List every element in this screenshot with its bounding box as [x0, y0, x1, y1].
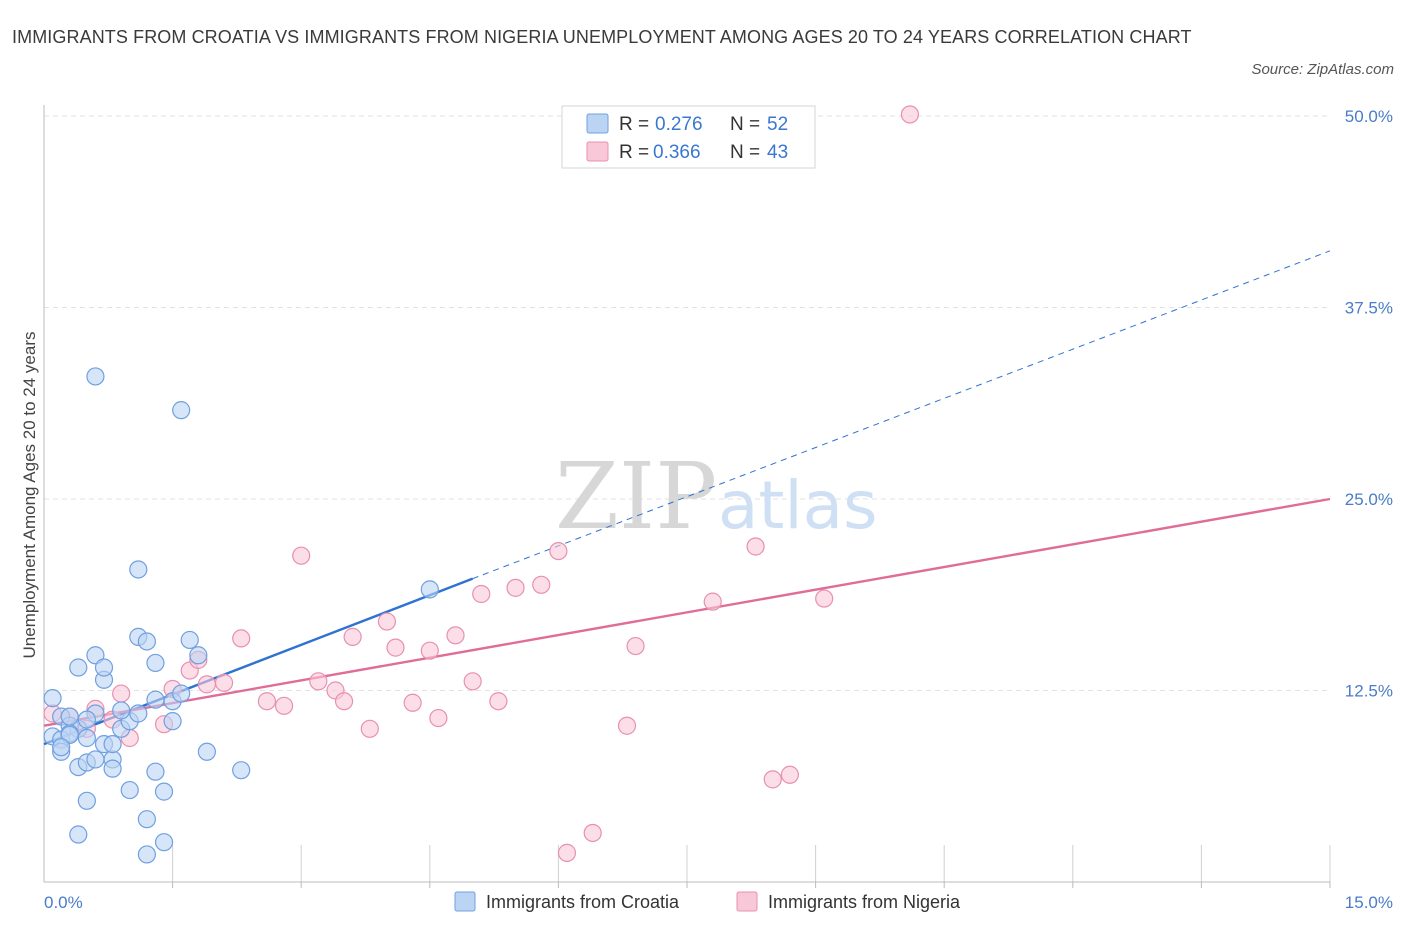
- y-tick-label-2: 37.5%: [1345, 299, 1393, 318]
- point-series-0-21: [94, 658, 114, 677]
- point-series-1-24: [403, 693, 422, 712]
- point-series-1-41: [780, 765, 799, 784]
- point-series-0-50: [146, 690, 165, 709]
- legend-r-value-nigeria: 0.366: [653, 142, 701, 163]
- point-series-0-25: [154, 782, 174, 801]
- point-series-1-42: [815, 589, 834, 608]
- watermark-zip: ZIP: [555, 443, 717, 550]
- point-series-1-17: [309, 672, 328, 691]
- point-series-0-34: [137, 632, 156, 651]
- correlation-legend: R = 0.276 N = 52 R = 0.366 N = 43: [561, 105, 816, 169]
- point-series-0-38: [172, 684, 191, 703]
- point-series-1-14: [257, 692, 277, 711]
- point-series-0-23: [146, 762, 165, 781]
- legend-n-value-nigeria: 43: [767, 142, 788, 163]
- point-series-1-12: [214, 673, 234, 692]
- point-series-1-5: [112, 684, 131, 703]
- point-series-1-39: [746, 537, 765, 556]
- point-series-1-16: [292, 546, 311, 565]
- point-series-0-28: [69, 825, 88, 844]
- chart-title: IMMIGRANTS FROM CROATIA VS IMMIGRANTS FR…: [12, 27, 1192, 47]
- point-series-1-19: [334, 692, 354, 711]
- series-legend: Immigrants from Croatia Immigrants from …: [454, 891, 961, 912]
- point-series-0-44: [420, 580, 439, 599]
- point-series-1-37: [626, 636, 645, 656]
- point-series-1-43: [900, 105, 920, 124]
- y-tick-label-3: 50.0%: [1345, 107, 1393, 126]
- point-series-1-27: [446, 626, 465, 645]
- legend-swatch-nigeria: [586, 141, 609, 162]
- point-series-1-23: [386, 638, 405, 657]
- point-series-0-36: [163, 712, 182, 731]
- y-axis-title: Unemployment Among Ages 20 to 24 years: [20, 332, 39, 659]
- point-series-1-22: [377, 612, 397, 631]
- point-series-0-48: [60, 707, 79, 726]
- point-series-0-13: [86, 750, 105, 769]
- point-series-0-47: [77, 710, 96, 729]
- legend-n-value-croatia: 52: [767, 114, 788, 135]
- point-series-0-40: [197, 742, 216, 761]
- point-series-1-40: [763, 770, 782, 789]
- point-series-0-42: [172, 401, 191, 420]
- data-points: [43, 105, 920, 864]
- legend-n-label-nigeria: N =: [730, 142, 760, 163]
- point-series-0-43: [232, 761, 251, 780]
- point-series-0-22: [129, 704, 148, 723]
- series-legend-label-nigeria: Immigrants from Nigeria: [768, 892, 961, 912]
- x-tick-label-max: 15.0%: [1345, 893, 1393, 912]
- legend-r-label-croatia: R =: [619, 114, 649, 135]
- point-series-1-35: [583, 823, 602, 843]
- x-axis-ticks: [172, 882, 1331, 888]
- trend-extension-series-0: [472, 250, 1331, 580]
- legend-r-label-nigeria: R =: [619, 142, 649, 163]
- point-series-0-7: [77, 728, 96, 748]
- point-series-1-31: [506, 578, 525, 597]
- point-series-1-25: [420, 641, 439, 660]
- x-tick-label-min: 0.0%: [44, 893, 83, 912]
- point-series-0-51: [112, 701, 131, 720]
- point-series-0-31: [129, 560, 148, 579]
- source-label: Source: ZipAtlas.com: [1251, 61, 1394, 78]
- legend-r-value-croatia: 0.276: [655, 114, 703, 135]
- point-series-1-26: [429, 708, 448, 728]
- series-legend-swatch-nigeria: [736, 891, 758, 912]
- legend-swatch-croatia: [586, 113, 609, 134]
- point-series-0-0: [43, 689, 62, 708]
- point-series-1-33: [549, 541, 568, 561]
- point-series-0-29: [154, 833, 174, 852]
- y-tick-labels: 12.5% 25.0% 37.5% 50.0%: [1345, 107, 1393, 701]
- watermark-atlas: atlas: [718, 467, 878, 544]
- point-series-1-28: [463, 672, 482, 691]
- point-series-0-41: [86, 367, 105, 386]
- y-tick-label-1: 25.0%: [1345, 490, 1393, 509]
- point-series-1-21: [360, 719, 379, 738]
- series-legend-swatch-croatia: [454, 891, 476, 912]
- trend-line-series-1: [43, 497, 1331, 727]
- point-series-0-26: [77, 791, 96, 810]
- point-series-0-30: [137, 845, 156, 864]
- point-series-1-38: [703, 592, 722, 611]
- series-legend-label-croatia: Immigrants from Croatia: [486, 892, 680, 912]
- point-series-1-32: [532, 575, 551, 594]
- point-series-1-20: [343, 627, 362, 646]
- point-series-0-49: [103, 759, 122, 778]
- point-series-1-36: [617, 716, 637, 735]
- point-series-1-34: [557, 843, 577, 862]
- point-series-1-11: [197, 675, 216, 694]
- point-series-0-24: [120, 780, 139, 800]
- point-series-0-46: [52, 738, 71, 757]
- y-tick-label-0: 12.5%: [1345, 682, 1393, 701]
- point-series-0-33: [146, 653, 165, 673]
- point-series-0-37: [180, 630, 199, 650]
- point-series-1-13: [232, 629, 251, 648]
- point-series-1-15: [274, 696, 294, 715]
- point-series-0-15: [103, 735, 122, 754]
- point-series-1-30: [489, 692, 508, 711]
- point-series-0-18: [69, 658, 88, 677]
- point-series-1-29: [472, 584, 491, 604]
- point-series-0-39: [189, 646, 208, 665]
- point-series-0-27: [137, 810, 156, 829]
- legend-n-label-croatia: N =: [730, 114, 760, 135]
